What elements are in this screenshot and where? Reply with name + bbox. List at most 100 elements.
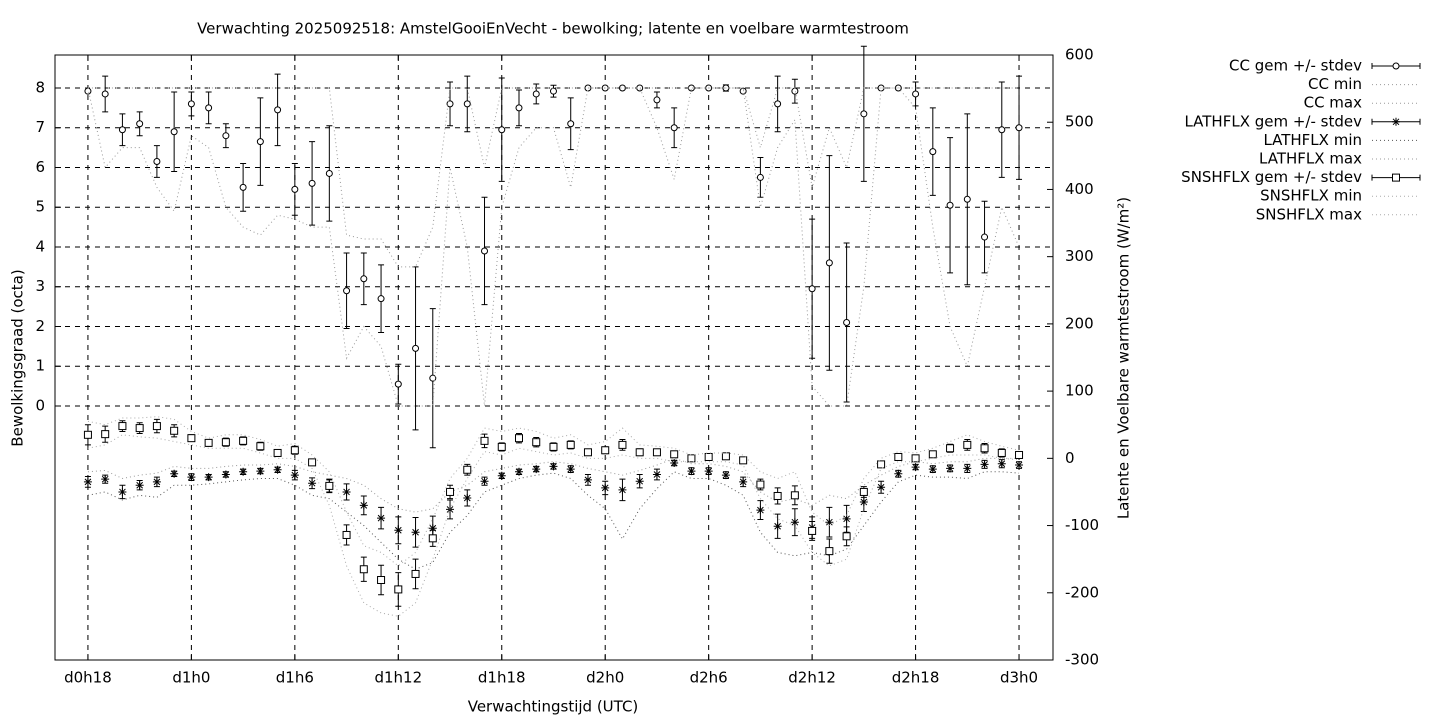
point-marker xyxy=(429,374,437,382)
point-marker xyxy=(636,84,644,92)
y-tick-label: 3 xyxy=(35,277,45,295)
range-line xyxy=(87,471,1020,570)
point-marker xyxy=(601,446,610,455)
point-marker xyxy=(670,459,679,468)
point-marker xyxy=(946,201,954,209)
point-marker xyxy=(222,132,230,140)
point-marker xyxy=(652,448,661,457)
point-marker xyxy=(791,87,799,95)
point-marker xyxy=(756,480,765,489)
point-marker xyxy=(894,469,903,478)
point-marker xyxy=(428,524,437,533)
point-marker xyxy=(1015,124,1023,132)
point-marker xyxy=(670,450,679,459)
y-tick-label: 4 xyxy=(35,237,45,255)
point-marker xyxy=(325,481,334,490)
point-marker xyxy=(101,475,110,484)
point-marker xyxy=(239,467,248,476)
point-marker xyxy=(498,126,506,134)
range-line xyxy=(87,416,1020,567)
point-marker xyxy=(859,487,868,496)
range-line xyxy=(87,87,1020,268)
point-marker xyxy=(980,444,989,453)
point-marker xyxy=(291,185,299,193)
point-marker xyxy=(618,485,627,494)
legend-label: SNSHFLX gem +/- stdev xyxy=(1181,168,1362,186)
point-marker xyxy=(377,576,386,585)
point-marker xyxy=(843,319,851,327)
y2-tick-label: 100 xyxy=(1065,382,1094,400)
plot-frame xyxy=(54,54,1054,661)
point-marker xyxy=(342,530,351,539)
legend-label: CC gem +/- stdev xyxy=(1229,57,1362,75)
point-marker xyxy=(101,90,109,98)
point-marker xyxy=(463,465,472,474)
point-marker xyxy=(808,526,817,535)
point-marker xyxy=(532,465,541,474)
y2-tick-label: 600 xyxy=(1065,46,1094,64)
point-marker xyxy=(549,442,558,451)
point-marker xyxy=(497,442,506,451)
y2-tick-label: -300 xyxy=(1065,651,1099,669)
point-marker xyxy=(963,195,971,203)
point-marker xyxy=(308,458,317,467)
legend-label: CC max xyxy=(1304,94,1363,112)
point-marker xyxy=(204,473,213,482)
point-marker xyxy=(997,448,1006,457)
point-marker xyxy=(515,104,523,112)
point-marker xyxy=(635,448,644,457)
point-marker xyxy=(842,514,851,523)
point-marker xyxy=(239,436,248,445)
x-tick-label: d3h0 xyxy=(1000,669,1038,687)
y2-tick-label: 300 xyxy=(1065,247,1094,265)
point-marker xyxy=(739,456,748,465)
point-marker xyxy=(842,532,851,541)
point-marker xyxy=(118,126,126,134)
point-marker xyxy=(411,528,420,537)
x-tick-label: d2h12 xyxy=(788,669,836,687)
point-marker xyxy=(308,179,316,187)
point-marker xyxy=(583,448,592,457)
point-marker xyxy=(377,295,385,303)
point-marker xyxy=(980,460,989,469)
point-marker xyxy=(480,436,489,445)
point-marker xyxy=(446,100,454,108)
point-marker xyxy=(928,450,937,459)
point-marker xyxy=(567,120,575,128)
point-marker xyxy=(463,100,471,108)
point-marker xyxy=(998,126,1006,134)
point-marker xyxy=(377,514,386,523)
point-marker xyxy=(152,477,161,486)
point-marker xyxy=(118,487,127,496)
point-marker xyxy=(877,483,886,492)
point-marker xyxy=(963,440,972,449)
x-tick-label: d1h6 xyxy=(276,669,314,687)
point-marker xyxy=(928,465,937,474)
legend-label: CC min xyxy=(1308,75,1362,93)
point-marker xyxy=(221,438,230,447)
point-marker xyxy=(135,424,144,433)
x-tick-label: d1h12 xyxy=(374,669,422,687)
y2-axis-label: Latente en Voelbare warmtestroom (W/m²) xyxy=(1115,197,1133,519)
y2-tick-label: 400 xyxy=(1065,180,1094,198)
point-marker xyxy=(205,104,213,112)
point-marker xyxy=(343,287,351,295)
point-marker xyxy=(153,158,161,166)
point-marker xyxy=(859,498,868,507)
point-marker xyxy=(601,483,610,492)
y-tick-label: 1 xyxy=(35,357,45,375)
point-marker xyxy=(394,526,403,535)
point-marker xyxy=(308,479,317,488)
point-marker xyxy=(359,501,368,510)
y2-tick-label: 500 xyxy=(1065,113,1094,131)
point-marker xyxy=(549,462,558,471)
y-tick-label: 2 xyxy=(35,317,45,335)
point-marker xyxy=(774,100,782,108)
point-marker xyxy=(170,128,178,136)
y2-tick-label: 0 xyxy=(1065,449,1075,467)
point-marker xyxy=(583,475,592,484)
point-marker xyxy=(342,487,351,496)
point-marker xyxy=(704,452,713,461)
x-tick-label: d0h18 xyxy=(64,669,112,687)
point-marker xyxy=(152,422,161,431)
